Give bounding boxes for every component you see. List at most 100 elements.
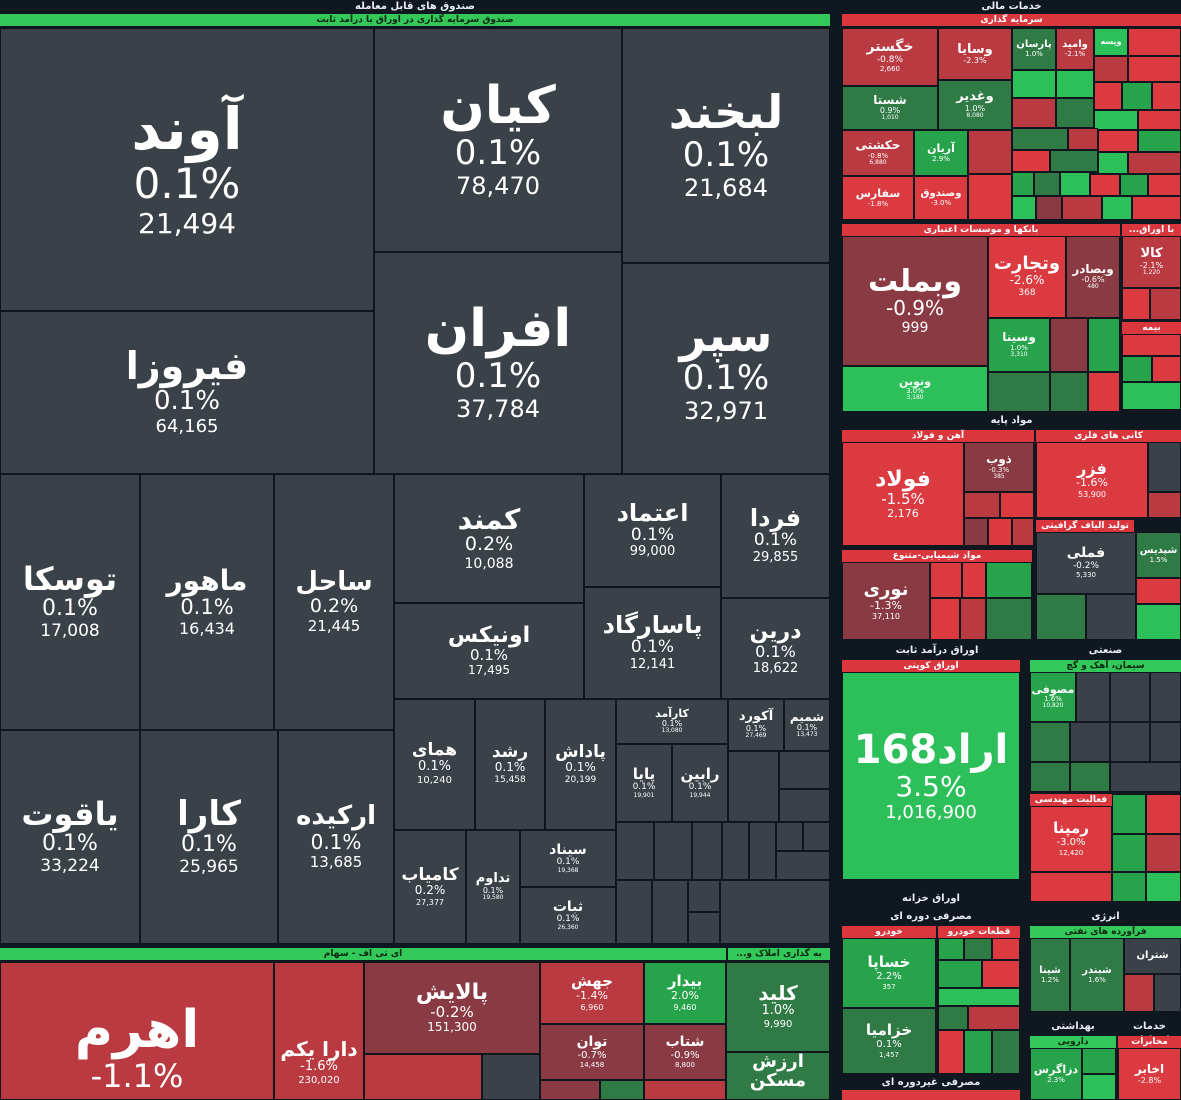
stock-tile-small[interactable]: [1082, 1074, 1116, 1100]
stock-tile-small[interactable]: [1122, 356, 1152, 382]
stock-tile[interactable]: فزر -1.6% 53,900: [1036, 442, 1148, 518]
stock-tile[interactable]: وبملت -0.9% 999: [842, 236, 988, 366]
fund-tile-small[interactable]: [776, 851, 830, 880]
stock-tile[interactable]: فولاد -1.5% 2,176: [842, 442, 964, 546]
stock-tile-small[interactable]: [964, 1030, 992, 1074]
fund-tile[interactable]: کارا 0.1% 25,965: [140, 730, 278, 944]
stock-tile-small[interactable]: [1036, 594, 1086, 640]
stock-tile-small[interactable]: [1098, 152, 1128, 174]
stock-tile[interactable]: وامید -2.1%: [1056, 28, 1094, 70]
stock-tile-small[interactable]: [1036, 196, 1062, 220]
stock-tile-small[interactable]: [968, 1006, 1020, 1030]
stock-tile-small[interactable]: [968, 174, 1012, 220]
stock-tile-small[interactable]: [1030, 872, 1112, 902]
stock-tile-small[interactable]: [1124, 974, 1154, 1012]
stock-tile-small[interactable]: [1128, 28, 1181, 56]
stock-tile[interactable]: خزامیا 0.1% 1,457: [842, 1008, 936, 1074]
stock-tile-small[interactable]: [1112, 794, 1146, 834]
fund-tile[interactable]: رابین 0.1% 19,944: [672, 744, 728, 822]
fixed-income-fund-bar[interactable]: صندوق سرمایه گذاری در اوراق با درآمد ثاب…: [0, 14, 830, 26]
stock-tile-small[interactable]: [1148, 174, 1181, 196]
stock-tile[interactable]: ذوب -0.3% 385: [964, 442, 1034, 492]
stock-tile-small[interactable]: [1132, 196, 1181, 220]
fund-tile-small[interactable]: [720, 880, 830, 944]
cement-bar[interactable]: سیمان، آهک و گچ: [1030, 660, 1181, 672]
fund-tile[interactable]: رشد 0.1% 15,458: [475, 699, 545, 830]
auto-bar[interactable]: خودرو: [842, 926, 936, 938]
etf-tile[interactable]: دارا یکم -1.6% 230,020: [274, 962, 364, 1100]
etf-tile-small[interactable]: [482, 1054, 540, 1100]
fund-tile[interactable]: یاقوت 0.1% 33,224: [0, 730, 140, 944]
etf-tile[interactable]: شتاب -0.9% 8,800: [644, 1024, 726, 1080]
stock-tile-small[interactable]: [1070, 722, 1110, 762]
stock-tile-small[interactable]: [964, 492, 1000, 518]
stock-tile-small[interactable]: [1090, 174, 1120, 196]
stock-tile-small[interactable]: [1122, 288, 1150, 320]
stock-tile-small[interactable]: [1030, 722, 1070, 762]
stock-tile[interactable]: فملی -0.2% 5,330: [1036, 532, 1136, 594]
stock-tile-small[interactable]: [1056, 70, 1094, 98]
stock-tile[interactable]: مصوفی 1.6% 10,820: [1030, 672, 1076, 722]
stock-tile-small[interactable]: [1110, 762, 1181, 792]
engineering-bar[interactable]: فعالیت مهندسی: [1030, 794, 1112, 806]
stock-tile-small[interactable]: [986, 562, 1032, 598]
fund-tile-small[interactable]: [779, 789, 830, 822]
stock-tile[interactable]: آریان 2.9%: [914, 130, 968, 176]
stock-tile-small[interactable]: [992, 938, 1020, 960]
stock-tile-small[interactable]: [1112, 872, 1146, 902]
stock-tile-small[interactable]: [1070, 762, 1110, 792]
oil-products-bar[interactable]: فرآورده های نفتی: [1030, 926, 1181, 938]
investment-bar[interactable]: سرمایه گذاری: [842, 14, 1181, 26]
stock-tile-small[interactable]: [1068, 128, 1098, 150]
etf-equity-bar[interactable]: ای تی اف - سهام: [0, 948, 726, 960]
stock-tile-small[interactable]: [1122, 82, 1152, 110]
fund-tile[interactable]: آکورد 0.1% 27,469: [728, 699, 784, 751]
stock-tile[interactable]: وسینا 1.0% 3,310: [988, 318, 1050, 372]
fund-tile[interactable]: افران 0.1% 37,784: [374, 252, 622, 474]
fund-tile-small[interactable]: [654, 822, 692, 880]
stock-tile-small[interactable]: [968, 130, 1012, 174]
stock-tile-small[interactable]: [1050, 372, 1088, 412]
fund-tile[interactable]: کارآمد 0.1% 13,080: [616, 699, 728, 744]
stock-tile-small[interactable]: [1152, 356, 1181, 382]
etf-tile[interactable]: توان -0.7% 14,458: [540, 1024, 644, 1080]
stock-tile[interactable]: وپسه: [1094, 28, 1128, 56]
graphite-bar[interactable]: تولید الیاف گرافیتی: [1036, 520, 1134, 532]
etf-tile[interactable]: کلید 1.0% 9,990: [726, 962, 830, 1052]
stock-tile-small[interactable]: [1128, 56, 1181, 82]
stock-tile-small[interactable]: [1088, 318, 1120, 372]
stock-tile-small[interactable]: [938, 960, 982, 988]
fund-tile[interactable]: ثبات 0.1% 26,360: [520, 887, 616, 944]
bonds-small-bar[interactable]: ...با اوراق بهادار: [1122, 224, 1181, 247]
stock-tile[interactable]: دزاگرس 2.3%: [1030, 1048, 1082, 1100]
fund-tile-small[interactable]: [688, 880, 720, 912]
stock-tile[interactable]: کالا -2.1% 1,220: [1122, 236, 1181, 288]
stock-tile-small[interactable]: [1128, 152, 1181, 174]
stock-tile[interactable]: وصندوق -3.0%: [914, 176, 968, 220]
fund-tile[interactable]: پایا 0.1% 19,901: [616, 744, 672, 822]
stock-tile-small[interactable]: [1146, 834, 1181, 872]
stock-tile-small[interactable]: [1146, 872, 1181, 902]
fund-tile[interactable]: پاسارگاد 0.1% 12,141: [584, 587, 721, 699]
stock-tile-small[interactable]: [1150, 722, 1181, 762]
fund-tile[interactable]: کمند 0.2% 10,088: [394, 474, 584, 603]
stock-tile[interactable]: خگستر -0.8% 2,660: [842, 28, 938, 86]
stock-tile-small[interactable]: [992, 1030, 1020, 1074]
stock-tile-small[interactable]: [1094, 110, 1138, 130]
stock-tile-small[interactable]: [1030, 762, 1070, 792]
stock-tile[interactable]: شتران: [1124, 938, 1181, 974]
auto-parts-bar[interactable]: قطعات خودرو: [938, 926, 1020, 938]
stock-tile[interactable]: شینا 1.2%: [1030, 938, 1070, 1012]
fund-tile-small[interactable]: [749, 822, 776, 880]
stock-tile-small[interactable]: [1120, 174, 1148, 196]
stock-tile-small[interactable]: [938, 938, 964, 960]
stock-tile-small[interactable]: [1012, 98, 1056, 128]
stock-tile-small[interactable]: [1136, 604, 1181, 640]
fund-tile[interactable]: لبخند 0.1% 21,684: [622, 28, 830, 263]
stock-tile[interactable]: شپدیس 1.5%: [1136, 532, 1181, 578]
chemicals-bar[interactable]: مواد شیمیایی-متنوع: [842, 550, 1032, 562]
stock-tile-small[interactable]: [938, 1030, 964, 1074]
stock-tile-small[interactable]: [1086, 594, 1136, 640]
stock-tile[interactable]: سفارس -1.8%: [842, 176, 914, 220]
stock-tile-small[interactable]: [964, 518, 988, 546]
